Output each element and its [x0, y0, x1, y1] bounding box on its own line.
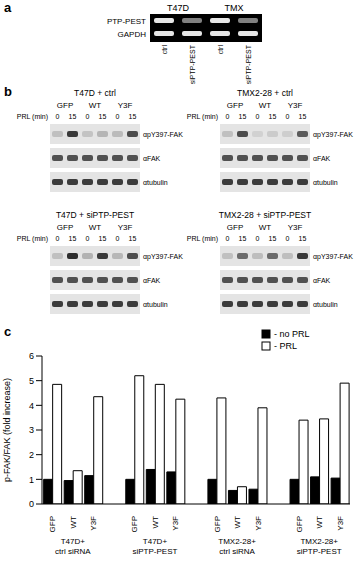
svg-text:Y3F: Y3F	[336, 516, 345, 531]
svg-text:0: 0	[286, 235, 290, 242]
svg-text:TMX2-28 + ctrl: TMX2-28 + ctrl	[237, 88, 293, 98]
svg-text:αFAK: αFAK	[143, 155, 161, 162]
svg-text:siPTP-PEST: siPTP-PEST	[245, 44, 252, 84]
svg-text:b: b	[4, 84, 12, 99]
svg-text:TMX: TMX	[225, 3, 244, 13]
svg-text:15: 15	[269, 113, 277, 120]
svg-text:PTP-PEST: PTP-PEST	[107, 17, 146, 26]
svg-text:T47D + ctrl: T47D + ctrl	[74, 88, 116, 98]
svg-text:ctrl: ctrl	[217, 45, 224, 55]
svg-text:0: 0	[29, 499, 34, 509]
svg-text:WT: WT	[89, 223, 102, 232]
svg-text:0: 0	[256, 235, 260, 242]
svg-text:WT: WT	[151, 516, 160, 529]
svg-text:15: 15	[299, 235, 307, 242]
svg-text:T47D: T47D	[167, 3, 190, 13]
svg-text:αFAK: αFAK	[313, 277, 331, 284]
svg-text:- no PRL: - no PRL	[274, 329, 310, 339]
svg-text:GFP: GFP	[227, 101, 243, 110]
svg-text:WT: WT	[315, 516, 324, 529]
svg-text:TMX2-28+: TMX2-28+	[300, 537, 338, 546]
svg-text:siPTP-PEST: siPTP-PEST	[132, 547, 177, 556]
svg-text:αtubulin: αtubulin	[143, 301, 168, 308]
svg-text:WT: WT	[69, 516, 78, 529]
svg-text:αtubulin: αtubulin	[313, 301, 338, 308]
svg-text:siPTP-PEST: siPTP-PEST	[189, 44, 196, 84]
svg-text:5: 5	[29, 376, 34, 386]
svg-text:PRL (min): PRL (min)	[17, 235, 48, 243]
svg-text:TMX2-28 + siPTP-PEST: TMX2-28 + siPTP-PEST	[219, 210, 311, 220]
svg-text:0: 0	[286, 113, 290, 120]
svg-text:GFP: GFP	[57, 101, 73, 110]
svg-text:0: 0	[56, 113, 60, 120]
svg-text:15: 15	[299, 113, 307, 120]
svg-text:1: 1	[29, 475, 34, 485]
svg-text:ctrl: ctrl	[161, 45, 168, 55]
svg-text:0: 0	[86, 113, 90, 120]
svg-text:PRL (min): PRL (min)	[187, 113, 218, 121]
svg-text:0: 0	[256, 113, 260, 120]
svg-text:αpY397-FAK: αpY397-FAK	[143, 131, 183, 139]
svg-text:Y3F: Y3F	[89, 516, 98, 531]
svg-text:15: 15	[239, 235, 247, 242]
svg-text:WT: WT	[259, 101, 272, 110]
svg-text:15: 15	[69, 113, 77, 120]
svg-text:4: 4	[29, 401, 34, 411]
svg-text:0: 0	[226, 235, 230, 242]
svg-text:T47D+: T47D+	[143, 537, 168, 546]
svg-text:0: 0	[56, 235, 60, 242]
svg-text:GFP: GFP	[130, 516, 139, 532]
svg-text:15: 15	[269, 235, 277, 242]
svg-text:αpY397-FAK: αpY397-FAK	[143, 253, 183, 261]
svg-text:ctrl siRNA: ctrl siRNA	[219, 547, 255, 556]
svg-text:15: 15	[99, 235, 107, 242]
svg-text:15: 15	[69, 235, 77, 242]
svg-text:GFP: GFP	[213, 516, 222, 532]
svg-text:0: 0	[116, 113, 120, 120]
svg-text:αpY397-FAK: αpY397-FAK	[313, 253, 353, 261]
svg-text:αpY397-FAK: αpY397-FAK	[313, 131, 353, 139]
svg-text:2: 2	[29, 450, 34, 460]
svg-text:6: 6	[29, 351, 34, 361]
svg-text:αtubulin: αtubulin	[313, 179, 338, 186]
svg-text:3: 3	[29, 425, 34, 435]
svg-text:T47D + siPTP-PEST: T47D + siPTP-PEST	[56, 210, 134, 220]
svg-text:T47D+: T47D+	[61, 537, 86, 546]
svg-text:Y3F: Y3F	[118, 223, 133, 232]
svg-text:p-FAK/FAK (fold increase): p-FAK/FAK (fold increase)	[2, 378, 12, 482]
svg-text:Y3F: Y3F	[254, 516, 263, 531]
svg-text:αtubulin: αtubulin	[143, 179, 168, 186]
svg-text:αFAK: αFAK	[313, 155, 331, 162]
svg-text:0: 0	[116, 235, 120, 242]
svg-text:GFP: GFP	[227, 223, 243, 232]
svg-text:Y3F: Y3F	[118, 101, 133, 110]
svg-text:Y3F: Y3F	[288, 101, 303, 110]
svg-text:Y3F: Y3F	[288, 223, 303, 232]
svg-text:15: 15	[239, 113, 247, 120]
svg-text:PRL (min): PRL (min)	[187, 235, 218, 243]
svg-text:0: 0	[86, 235, 90, 242]
svg-text:WT: WT	[233, 516, 242, 529]
svg-text:Y3F: Y3F	[171, 516, 180, 531]
svg-text:0: 0	[226, 113, 230, 120]
svg-text:c: c	[4, 324, 11, 339]
svg-text:GAPDH: GAPDH	[118, 30, 147, 39]
svg-text:GFP: GFP	[295, 516, 304, 532]
svg-text:WT: WT	[259, 223, 272, 232]
svg-text:a: a	[4, 0, 12, 15]
svg-text:GFP: GFP	[48, 516, 57, 532]
svg-text:PRL (min): PRL (min)	[17, 113, 48, 121]
svg-text:15: 15	[129, 235, 137, 242]
svg-text:15: 15	[99, 113, 107, 120]
svg-text:GFP: GFP	[57, 223, 73, 232]
svg-text:siPTP-PEST: siPTP-PEST	[297, 547, 342, 556]
svg-text:ctrl siRNA: ctrl siRNA	[55, 547, 91, 556]
svg-text:- PRL: - PRL	[274, 341, 297, 351]
svg-text:15: 15	[129, 113, 137, 120]
svg-text:WT: WT	[89, 101, 102, 110]
svg-text:αFAK: αFAK	[143, 277, 161, 284]
svg-text:TMX2-28+: TMX2-28+	[218, 537, 256, 546]
